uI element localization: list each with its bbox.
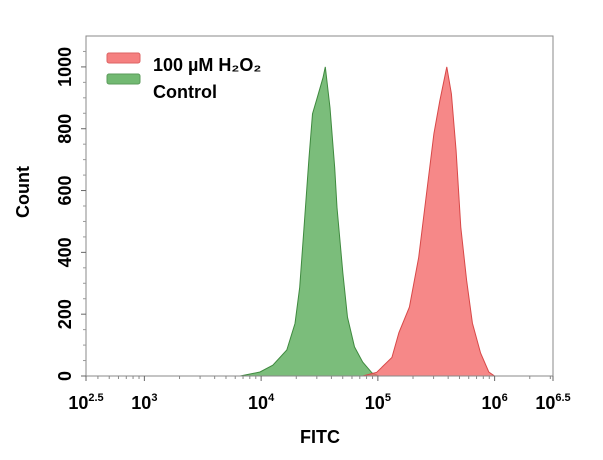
x-tick-exponent: 3 [151,392,157,404]
x-tick-exponent: 6 [502,392,508,404]
x-tick-label: 102.5 [68,392,103,413]
x-tick-base: 10 [248,393,268,413]
x-tick-label: 106.5 [535,392,570,413]
y-tick-label: 200 [55,299,75,329]
x-tick-label: 103 [131,392,157,413]
series-area-1 [240,66,380,377]
legend-label-control: Control [153,82,217,102]
legend-swatch-control [106,73,141,85]
y-tick-label: 400 [55,237,75,267]
x-axis-label: FITC [300,427,340,447]
y-tick-label: 0 [55,371,75,381]
x-tick-exponent: 4 [268,392,275,404]
x-tick-label: 105 [365,392,391,413]
legend: 100 µM H₂O₂ Control [106,52,261,102]
legend-swatch-h2o2 [106,52,141,64]
x-tick-label: 106 [482,392,508,413]
y-tick-label: 1000 [55,47,75,87]
x-tick-base: 10 [131,393,151,413]
series-area-0 [362,66,495,377]
series-layer [240,66,495,377]
y-tick-label: 600 [55,176,75,206]
legend-label-h2o2: 100 µM H₂O₂ [153,55,261,75]
x-tick-base: 10 [68,393,88,413]
y-tick-label: 800 [55,114,75,144]
x-tick-base: 10 [482,393,502,413]
y-axis-label: Count [13,166,33,218]
x-tick-base: 10 [365,393,385,413]
x-tick-label: 104 [248,392,275,413]
x-tick-exponent: 5 [385,392,391,404]
x-tick-base: 10 [535,393,555,413]
x-tick-exponent: 6.5 [555,392,570,404]
x-tick-exponent: 2.5 [88,392,103,404]
